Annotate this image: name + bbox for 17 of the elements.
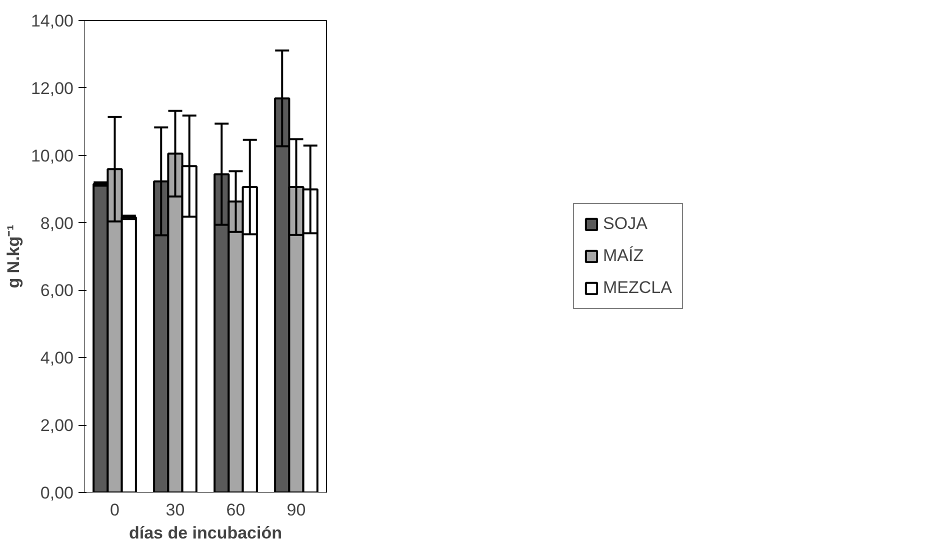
y-tick-label: 8,00: [40, 214, 74, 233]
y-tick-label: 12,00: [30, 78, 74, 98]
legend-label: MAÍZ: [603, 246, 644, 266]
y-tick-label: 6,00: [40, 281, 74, 300]
legend-label: SOJA: [603, 214, 648, 234]
y-tick-label: 2,00: [40, 416, 74, 436]
x-tick-label: 60: [226, 500, 246, 520]
y-tick-label: 14,00: [30, 12, 74, 30]
x-tick-label: 30: [166, 500, 185, 520]
y-axis-title: g N.kg⁻¹: [4, 224, 23, 288]
legend-label: MEZCLA: [603, 278, 672, 298]
y-tick-label: 0,00: [40, 484, 74, 502]
x-tick-label: 90: [286, 500, 306, 520]
x-axis-title: días de incubación: [128, 524, 282, 542]
y-tick-label: 10,00: [30, 146, 74, 166]
x-tick-label: 0: [110, 500, 120, 520]
y-tick-label: 4,00: [40, 348, 74, 368]
